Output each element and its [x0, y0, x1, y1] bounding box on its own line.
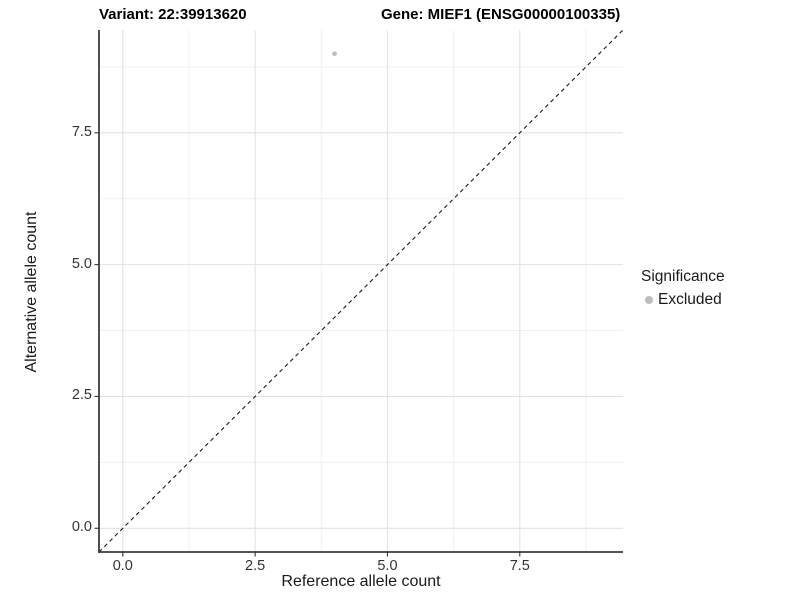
data-point — [332, 51, 337, 57]
identity-reference-line — [98, 29, 624, 553]
legend-item-label: Excluded — [658, 291, 722, 308]
x-tick-label: 0.0 — [112, 558, 133, 574]
x-tick-label: 2.5 — [245, 558, 266, 574]
x-tick-label: 7.5 — [509, 558, 530, 574]
plot-title-variant: Variant: 22:39913620 — [99, 6, 247, 23]
x-axis-title: Reference allele count — [281, 573, 441, 590]
y-tick-label: 5.0 — [71, 255, 92, 272]
x-tick-label: 5.0 — [377, 558, 398, 574]
y-axis-title: Alternative allele count — [23, 211, 40, 373]
legend: Significance Excluded — [641, 268, 725, 309]
legend-point-icon — [645, 296, 653, 304]
legend-item-excluded: Excluded — [641, 291, 725, 309]
legend-title: Significance — [641, 268, 725, 285]
plot-title-gene: Gene: MIEF1 (ENSG00000100335) — [381, 6, 621, 23]
y-tick-label: 2.5 — [71, 387, 92, 404]
y-tick-label: 0.0 — [71, 519, 92, 536]
y-tick-label: 7.5 — [71, 123, 92, 140]
